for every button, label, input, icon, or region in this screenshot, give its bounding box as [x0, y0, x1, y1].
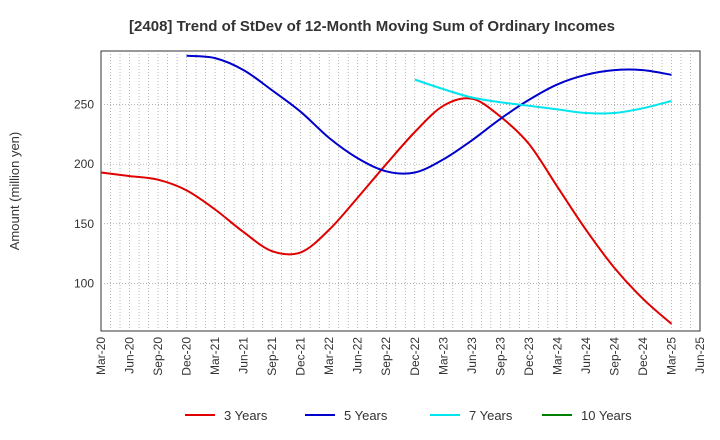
x-tick-label: Dec-24 [636, 337, 650, 376]
y-tick-label: 100 [74, 276, 94, 290]
series-line-3 [414, 78, 672, 115]
x-tick-label: Sep-20 [151, 337, 165, 376]
legend-label: 10 Years [581, 408, 632, 423]
x-tick-label: Mar-21 [208, 337, 222, 375]
legend-label: 3 Years [224, 408, 268, 423]
y-axis-label: Amount (million yen) [7, 132, 22, 251]
x-tick-label: Jun-21 [237, 337, 251, 374]
x-tick-label: Sep-22 [379, 337, 393, 376]
x-tick-label: Jun-25 [693, 337, 707, 374]
x-tick-label: Jun-22 [351, 337, 365, 374]
legend-label: 7 Years [469, 408, 513, 423]
chart-title: [2408] Trend of StDev of 12-Month Moving… [129, 18, 615, 35]
x-tick-label: Jun-20 [123, 337, 137, 374]
x-tick-label: Dec-23 [522, 337, 536, 376]
legend-label: 5 Years [344, 408, 388, 423]
y-tick-label: 200 [74, 157, 94, 171]
series-line-2 [186, 54, 672, 175]
x-tick-label: Sep-21 [265, 337, 279, 376]
x-tick-label: Mar-22 [322, 337, 336, 375]
x-tick-label: Sep-24 [607, 337, 621, 376]
legend: 3 Years 5 Years 7 Years 10 Years [185, 408, 632, 423]
x-tick-label: Jun-24 [579, 337, 593, 374]
x-tick-label: Dec-21 [294, 337, 308, 376]
x-tick-label: Mar-20 [94, 337, 108, 375]
x-tick-label: Mar-25 [664, 337, 678, 375]
x-tick-label: Sep-23 [493, 337, 507, 376]
series-line-1 [100, 97, 673, 325]
plot-area: 100 150 200 250 Mar-20 Jun-20 Sep-20 Dec-20 Mar-… [74, 50, 707, 376]
x-tick-label: Mar-23 [436, 337, 450, 375]
x-tick-label: Dec-20 [180, 337, 194, 376]
x-tick-label: Dec-22 [408, 337, 422, 376]
y-tick-label: 150 [74, 217, 94, 231]
plot-frame [100, 50, 701, 332]
x-tick-label: Jun-23 [465, 337, 479, 374]
y-tick-label: 250 [74, 98, 94, 112]
x-tick-label: Mar-24 [550, 337, 564, 375]
